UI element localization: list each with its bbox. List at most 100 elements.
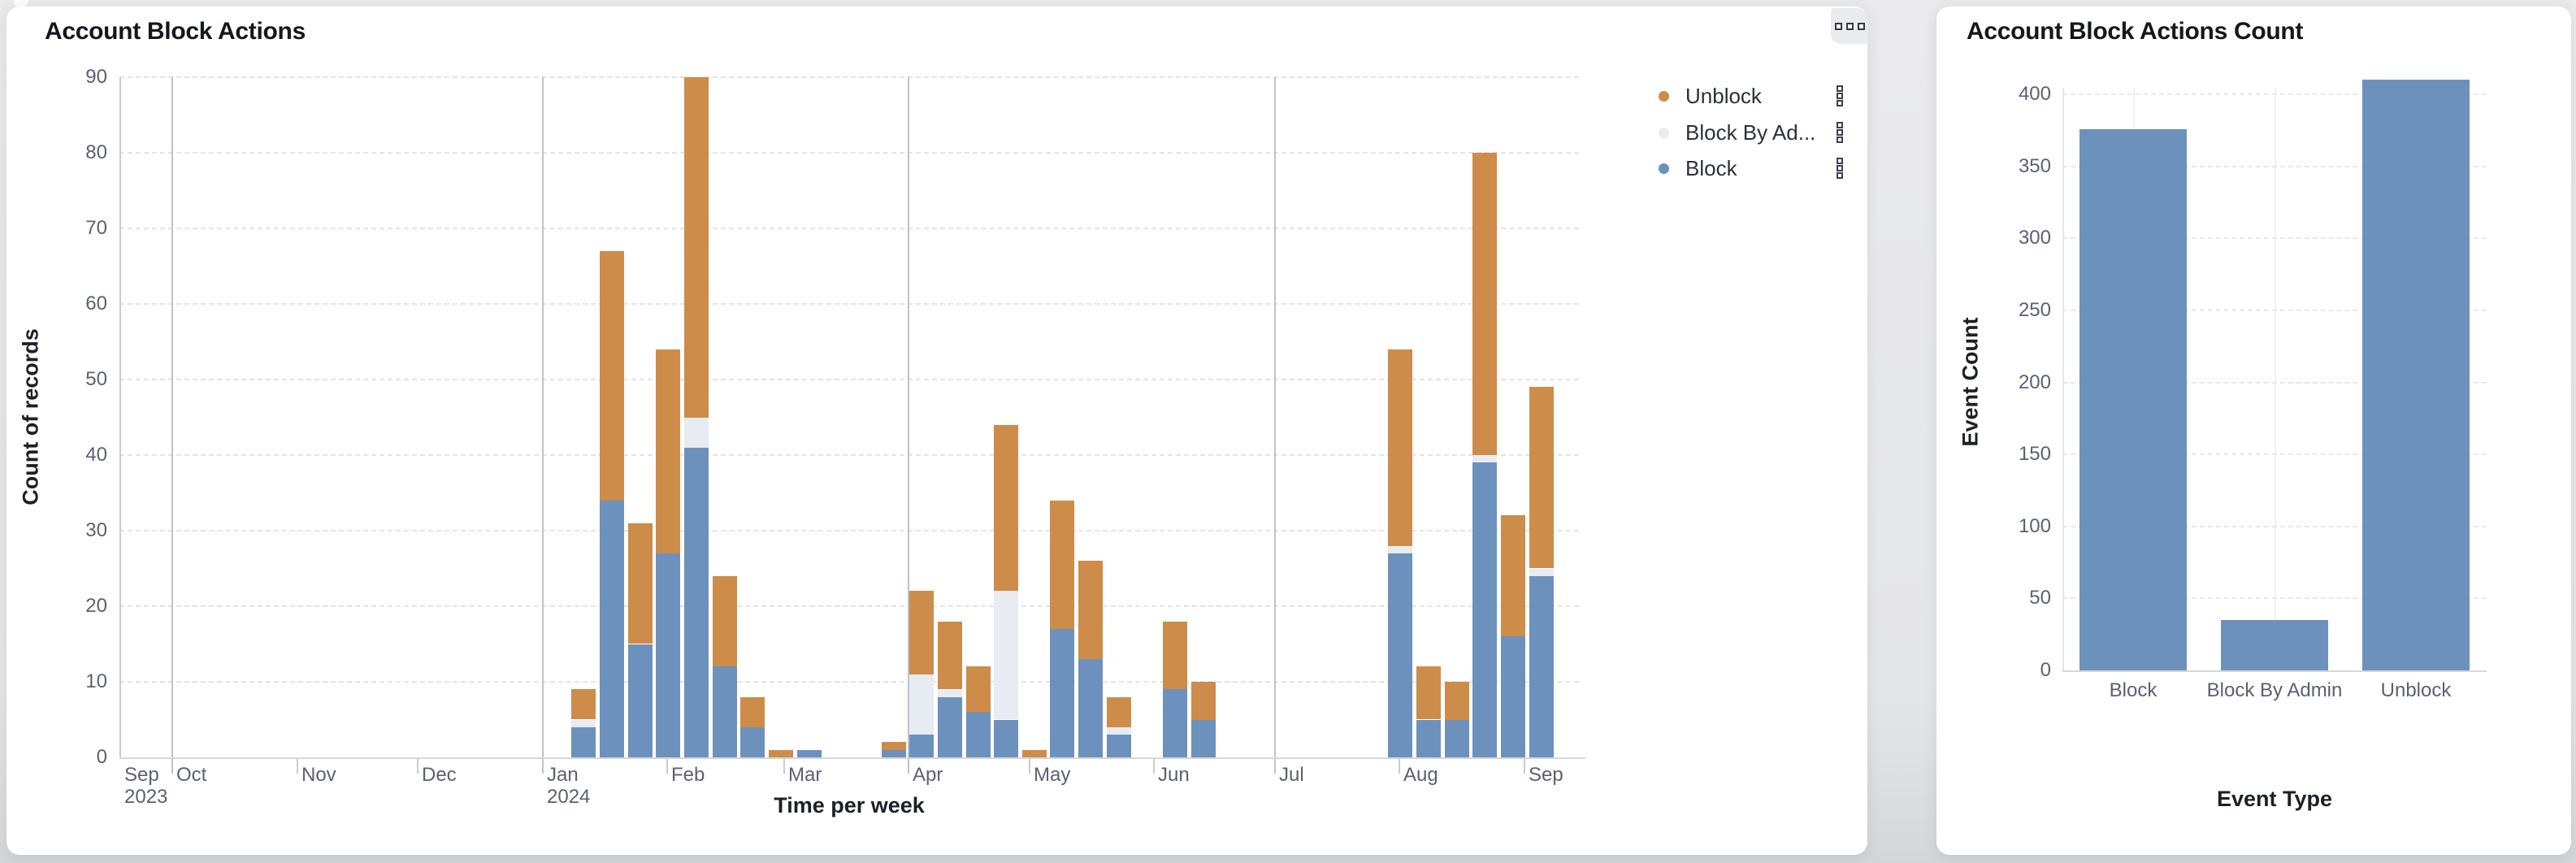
bar-segment-block[interactable] — [740, 726, 765, 757]
bar-segment-unblock[interactable] — [713, 575, 737, 667]
gridline-y — [2062, 381, 2487, 384]
x-tick-label: Feb — [671, 764, 705, 786]
bar-segment-block[interactable] — [909, 735, 934, 757]
bar-segment-block[interactable] — [1416, 719, 1441, 757]
y-tick-label: 100 — [2018, 514, 2051, 537]
bar-segment-block[interactable] — [1050, 628, 1074, 757]
bar-segment-unblock[interactable] — [769, 749, 793, 757]
bar-segment-unblock[interactable] — [1501, 515, 1525, 637]
bar-segment-block[interactable] — [797, 749, 822, 757]
grid-dots-icon — [1845, 22, 1854, 30]
y-tick-label: 350 — [2018, 154, 2051, 177]
bar-segment-block[interactable] — [1107, 735, 1131, 757]
y-tick-label: 30 — [85, 519, 107, 541]
y-axis-line — [119, 77, 121, 757]
bar-segment-block[interactable] — [1472, 462, 1497, 757]
bar-segment-block[interactable] — [882, 749, 906, 757]
account-block-actions-card: Account Block Actions Sep 2023 Oct Nov Dec J… — [7, 7, 1868, 855]
chart-options-button[interactable] — [1831, 8, 1868, 44]
bar-segment-unblock[interactable] — [1472, 153, 1497, 455]
bar-segment-unblock[interactable] — [1416, 666, 1441, 720]
bar-segment-unblock[interactable] — [1529, 387, 1554, 569]
grid-dots-icon — [1834, 22, 1842, 30]
legend-menu-icon[interactable] — [1837, 122, 1843, 143]
bar-block-by-admin[interactable] — [2221, 619, 2328, 670]
x-tick-label: Aug — [1403, 764, 1438, 786]
x-axis-line — [2062, 670, 2487, 672]
bar-segment-unblock[interactable] — [1445, 682, 1469, 720]
legend-swatch-block — [1659, 163, 1669, 174]
gridline-y — [2062, 525, 2487, 527]
bar-segment-unblock[interactable] — [966, 666, 991, 713]
bar-segment-block[interactable] — [966, 712, 991, 757]
x-axis-title: Time per week — [774, 793, 925, 817]
bar-segment-block[interactable] — [938, 696, 962, 757]
bar-segment-block-by-admin[interactable] — [1472, 455, 1497, 463]
bar-segment-block-by-admin[interactable] — [684, 417, 709, 448]
legend-menu-icon[interactable] — [1837, 158, 1843, 179]
x-tick-label: Sep — [1529, 764, 1563, 786]
bar-segment-block[interactable] — [994, 719, 1018, 757]
x-tick-label: Dec — [422, 764, 457, 786]
bar-segment-unblock[interactable] — [1163, 621, 1187, 690]
bar-segment-block-by-admin[interactable] — [1529, 568, 1554, 576]
bar-segment-unblock[interactable] — [1022, 749, 1047, 757]
bar-segment-unblock[interactable] — [628, 523, 653, 644]
bar-segment-block[interactable] — [600, 500, 624, 757]
month-tick — [1399, 757, 1400, 774]
x-tick-label: Oct — [176, 764, 207, 786]
bar-segment-block[interactable] — [1501, 636, 1525, 757]
x-axis-title: Event Type — [2216, 787, 2333, 811]
legend-item-block-by-admin[interactable]: Block By Ad... — [1659, 120, 1815, 145]
bar-segment-block-by-admin[interactable] — [571, 719, 596, 727]
legend-menu-icon[interactable] — [1837, 85, 1843, 106]
y-tick-label: 40 — [85, 444, 107, 466]
scrolled-card-remnant — [14, 0, 28, 7]
bar-unblock[interactable] — [2362, 80, 2470, 670]
gridline-y — [119, 530, 1579, 531]
bar-segment-block-by-admin[interactable] — [938, 689, 962, 697]
bar-segment-unblock[interactable] — [882, 742, 906, 750]
page-title: Account Block Actions Count — [1967, 18, 2304, 45]
bar-segment-unblock[interactable] — [909, 591, 934, 674]
bar-segment-block[interactable] — [1388, 553, 1412, 757]
bar-segment-unblock[interactable] — [656, 349, 680, 553]
bar-segment-unblock[interactable] — [1107, 696, 1131, 727]
legend-item-block[interactable]: Block — [1659, 156, 1737, 181]
y-tick-label: 250 — [2018, 298, 2051, 321]
gridline-y — [2062, 453, 2487, 456]
y-tick-label: 60 — [85, 293, 107, 314]
bar-segment-unblock[interactable] — [938, 621, 962, 690]
bar-segment-block[interactable] — [656, 553, 680, 757]
bar-segment-unblock[interactable] — [571, 689, 596, 720]
legend-item-unblock[interactable]: Unblock — [1659, 84, 1762, 109]
y-tick-label: 80 — [85, 141, 107, 163]
legend-label: Block — [1685, 156, 1737, 180]
gridline-y — [119, 605, 1579, 607]
bar-segment-block-by-admin[interactable] — [909, 674, 934, 735]
bar-segment-block[interactable] — [1191, 719, 1216, 757]
bar-segment-block[interactable] — [713, 666, 737, 757]
bar-segment-block[interactable] — [628, 644, 653, 757]
bar-segment-unblock[interactable] — [1078, 561, 1103, 660]
bar-segment-unblock[interactable] — [600, 250, 624, 501]
bar-segment-unblock[interactable] — [684, 77, 709, 418]
bar-segment-unblock[interactable] — [994, 424, 1018, 592]
y-axis-title: Event Count — [1958, 317, 1983, 447]
bar-segment-unblock[interactable] — [1191, 682, 1216, 720]
bar-block[interactable] — [2079, 128, 2187, 670]
bar-segment-unblock[interactable] — [1050, 500, 1074, 629]
bar-segment-block[interactable] — [1163, 689, 1187, 757]
x-tick-label: Apr — [913, 764, 943, 786]
bar-segment-block-by-admin[interactable] — [994, 591, 1018, 720]
bar-segment-block-by-admin[interactable] — [1388, 545, 1412, 553]
bar-segment-block[interactable] — [1529, 575, 1554, 757]
bar-segment-unblock[interactable] — [1388, 349, 1412, 546]
bar-segment-block-by-admin[interactable] — [1107, 726, 1131, 735]
bar-segment-block[interactable] — [684, 447, 709, 757]
bar-segment-block[interactable] — [1445, 719, 1469, 757]
bar-segment-block[interactable] — [1078, 659, 1103, 757]
quarter-gridline — [542, 77, 544, 774]
bar-segment-block[interactable] — [571, 726, 596, 757]
bar-segment-unblock[interactable] — [740, 696, 765, 727]
